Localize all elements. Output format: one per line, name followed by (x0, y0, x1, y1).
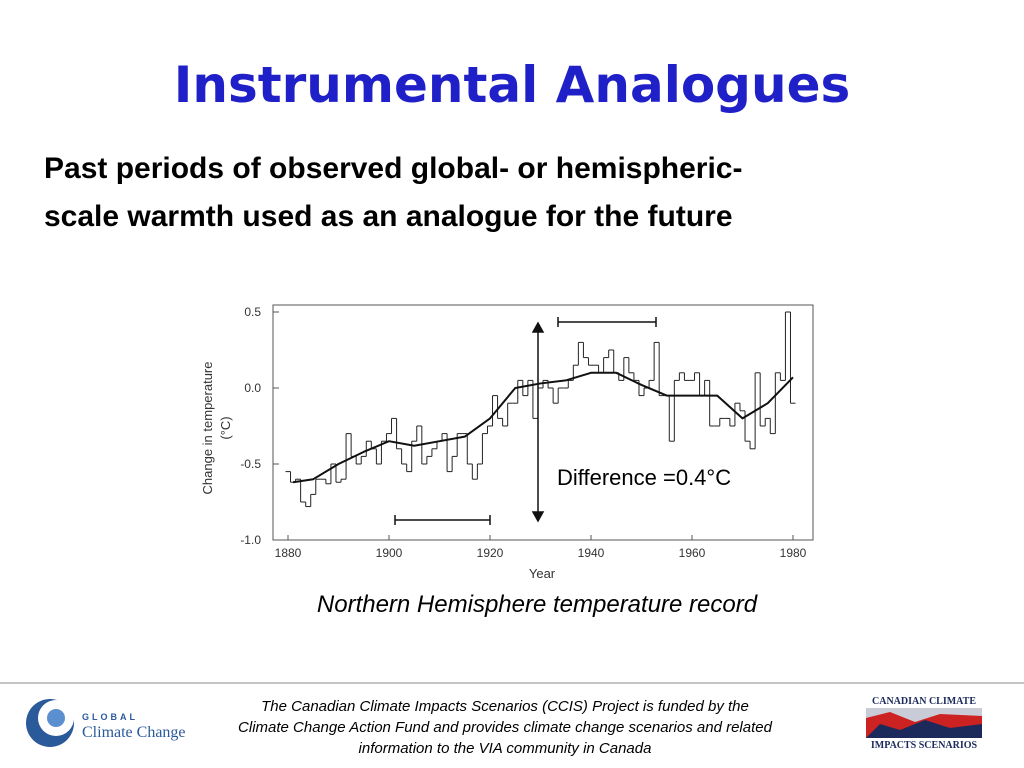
annotation: Difference =0.4°C (557, 465, 731, 490)
subtitle-line: Past periods of observed global- or hemi… (44, 152, 742, 185)
x-tick-label: 1880 (275, 546, 302, 560)
logo-text: GLOBAL (82, 712, 138, 722)
y-tick-label: 0.0 (244, 381, 261, 395)
x-tick-label: 1960 (679, 546, 706, 560)
y-axis-label: (°C) (218, 416, 233, 439)
logo-band-dark (866, 720, 982, 738)
x-tick-label: 1900 (376, 546, 403, 560)
y-axis-label: Change in temperature (200, 362, 215, 495)
y-tick-label: 0.5 (244, 305, 261, 319)
smoothed-line (292, 371, 794, 484)
annotation-marks (394, 317, 657, 525)
plot: -1.0 -0.5 0.0 0.5 1880 1900 1920 1940 1960 1980 (240, 305, 806, 560)
footer-line: The Canadian Climate Impacts Scenarios (… (261, 698, 749, 715)
logo-text: Climate Change (82, 724, 186, 741)
slide-title: Instrumental Analogues (174, 56, 851, 114)
logo-text: CANADIAN CLIMATE (872, 696, 976, 707)
logo-text: IMPACTS SCENARIOS (871, 740, 978, 751)
subtitle-line: scale warmth used as an analogue for the… (44, 200, 733, 233)
footer-line: information to the VIA community in Cana… (359, 740, 652, 757)
x-axis-label: Year (529, 566, 556, 581)
footer-line: Climate Change Action Fund and provides … (238, 719, 773, 736)
x-tick-label: 1980 (780, 546, 807, 560)
plot-frame (272, 304, 814, 541)
arrow-heads (531, 321, 545, 523)
x-tick-label: 1920 (477, 546, 504, 560)
caption: Northern Hemisphere temperature record (317, 591, 758, 618)
y-tick-label: -1.0 (240, 533, 261, 547)
logo-globe-core (47, 709, 65, 727)
y-tick-label: -0.5 (240, 457, 261, 471)
x-tick-label: 1940 (578, 546, 605, 560)
